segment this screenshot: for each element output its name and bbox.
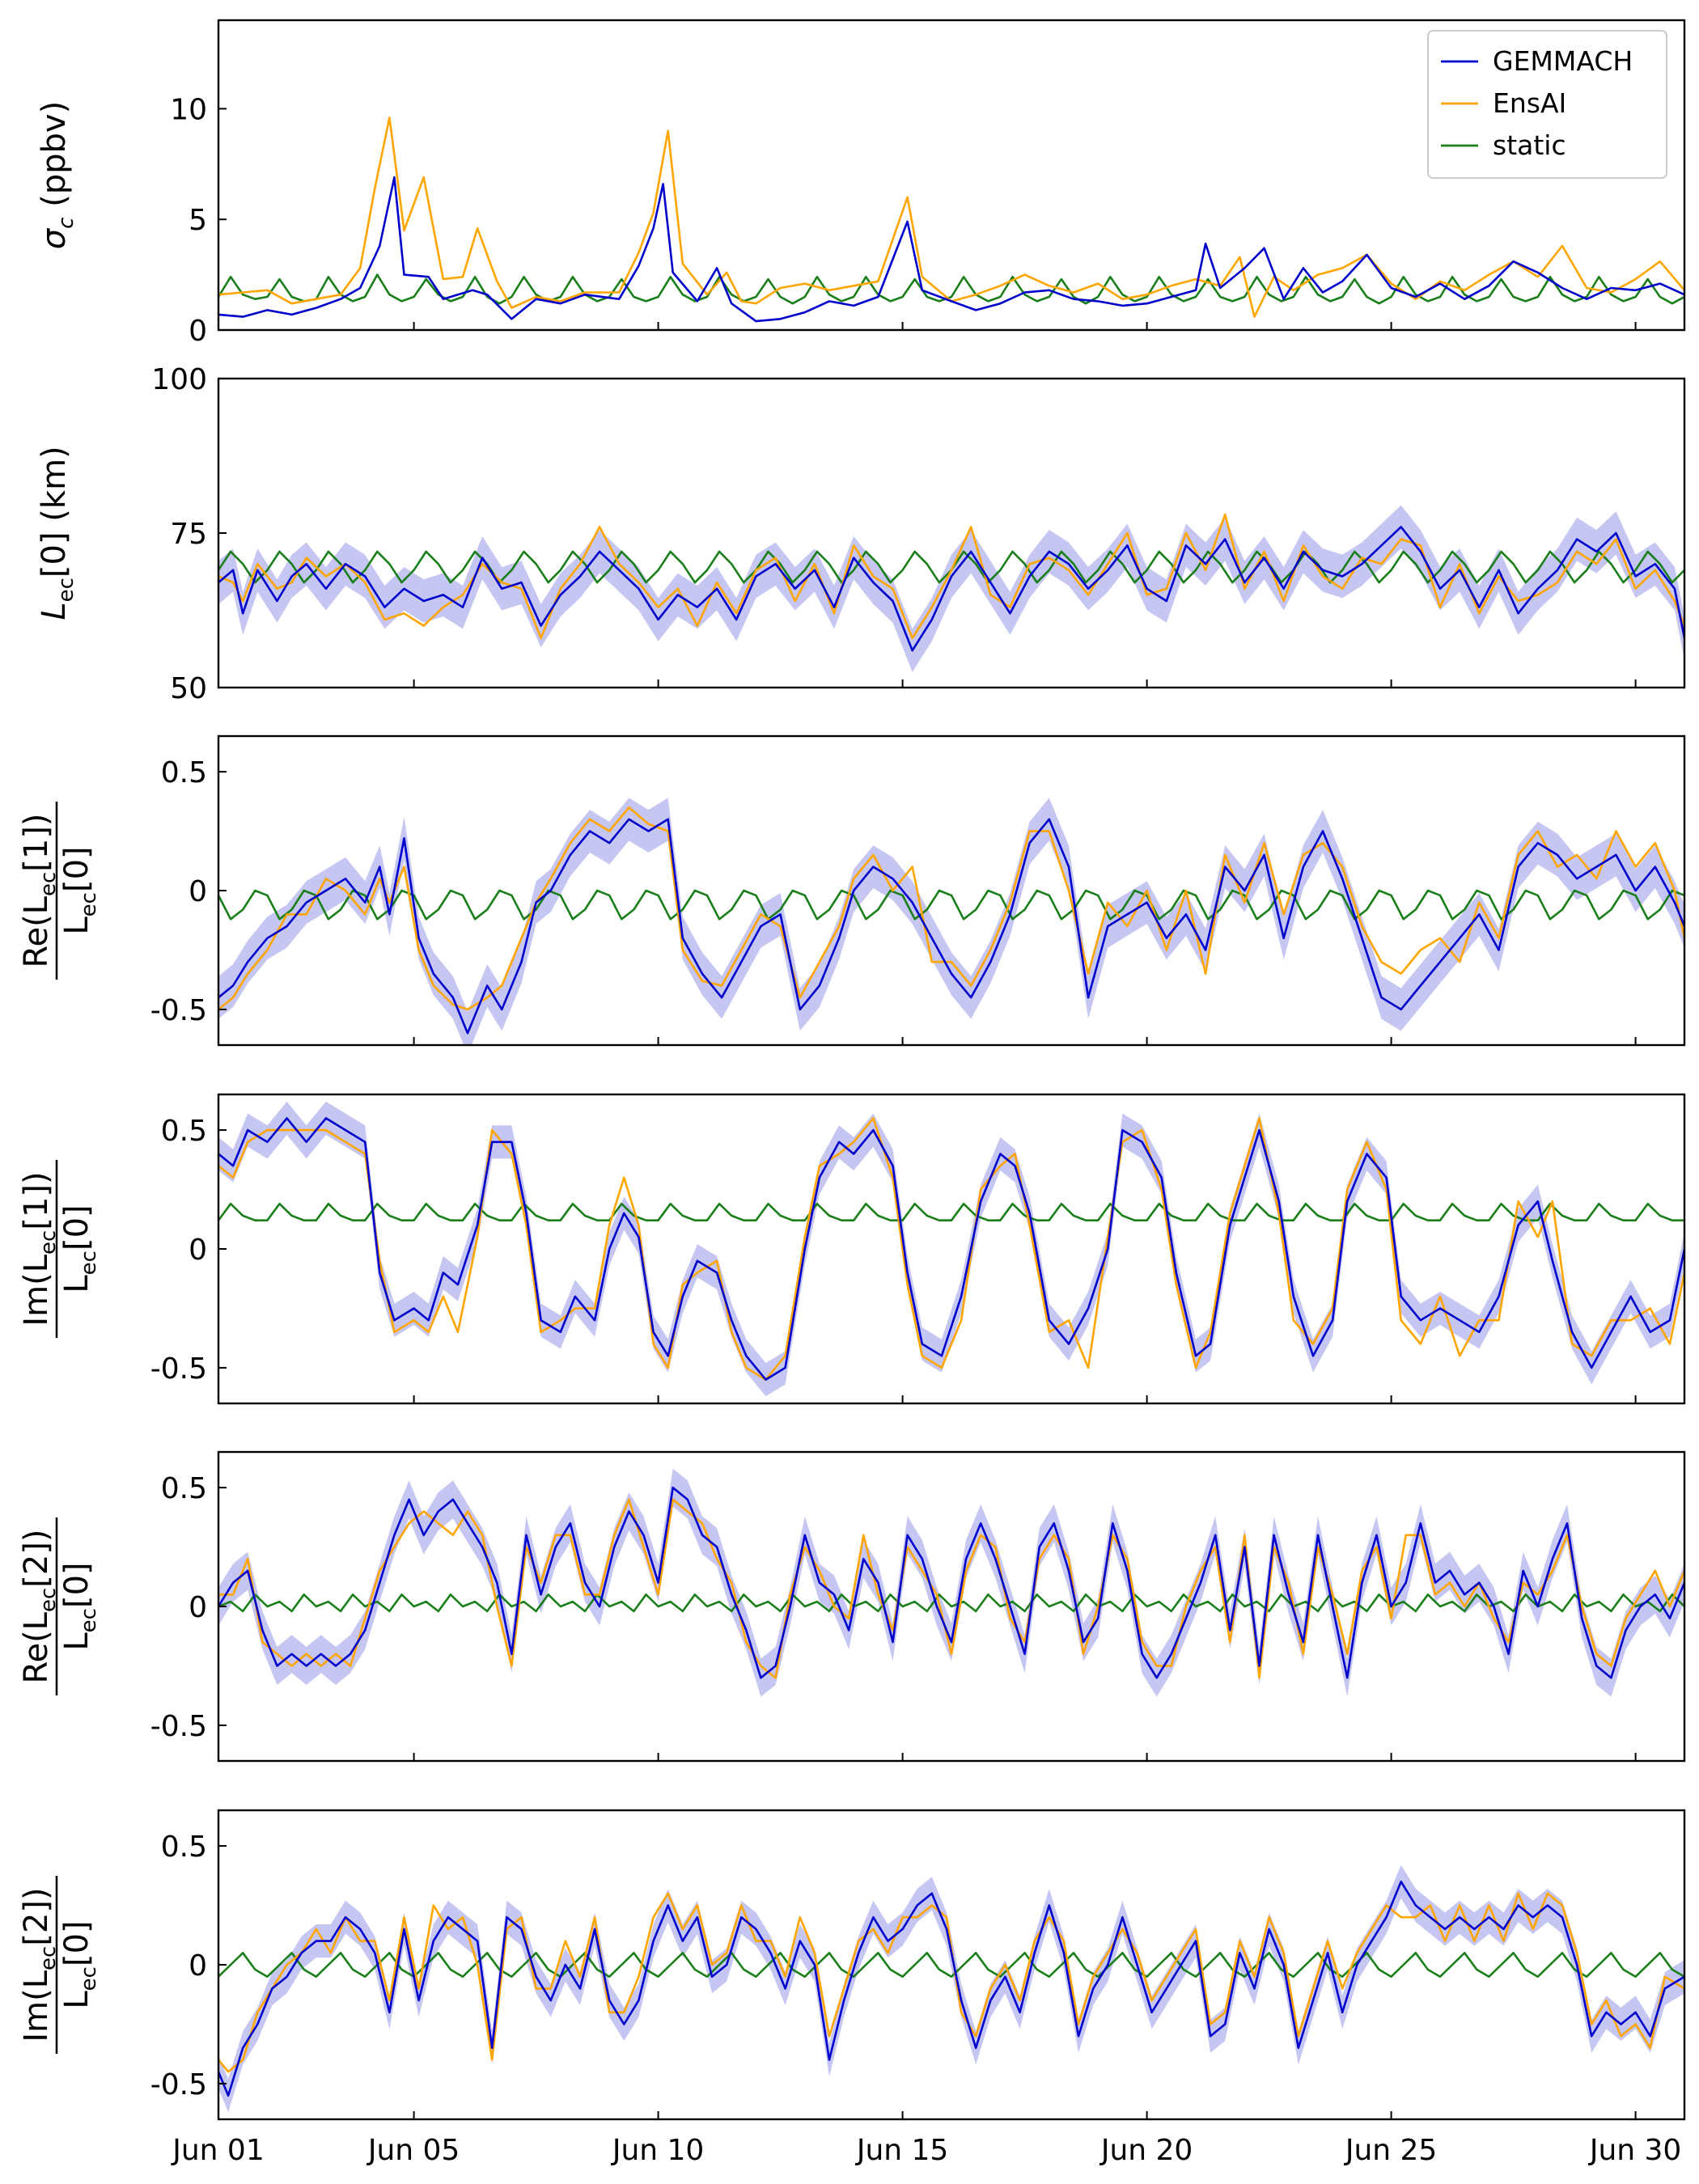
y-axis-label: Im(Lec[2])Lec[0] bbox=[18, 1876, 101, 2054]
series-line-static bbox=[218, 889, 1684, 921]
gemmach-spread-band bbox=[218, 1864, 1684, 2113]
axes-frame bbox=[217, 1093, 1686, 1405]
svg-text:Lec[0]: Lec[0] bbox=[58, 1562, 101, 1650]
y-tick-label: 100 bbox=[151, 363, 207, 396]
series-line-static bbox=[218, 1952, 1684, 1978]
y-tick-label: 0.5 bbox=[161, 1115, 207, 1148]
y-tick-label: -0.5 bbox=[150, 1710, 207, 1743]
svg-text:Im(Lec[1]): Im(Lec[1]) bbox=[18, 1171, 61, 1326]
panel-re2: -0.5 0 0.5 Re(Lec[2])Lec[0] bbox=[18, 1450, 1686, 1763]
y-axis-label: Im(Lec[1])Lec[0] bbox=[18, 1160, 101, 1338]
y-axis-label: σc (ppbv) bbox=[36, 101, 78, 249]
y-tick-label: 10 bbox=[170, 93, 207, 126]
legend-label-static: static bbox=[1493, 129, 1566, 161]
legend-label-gemmach: GEMMACH bbox=[1493, 45, 1633, 77]
y-axis-label: Re(Lec[1])Lec[0] bbox=[18, 802, 101, 980]
plot-area-sigma bbox=[218, 116, 1684, 323]
series-line-ensai bbox=[218, 806, 1684, 1011]
series-line-ensai bbox=[218, 1117, 1684, 1381]
x-tick-label: Jun 15 bbox=[855, 2134, 949, 2167]
svg-text:Im(Lec[2]): Im(Lec[2]) bbox=[18, 1887, 61, 2042]
svg-text:Lec[0]: Lec[0] bbox=[58, 1920, 101, 2008]
plot-area-im2 bbox=[218, 1864, 1684, 2113]
y-tick-label: 50 bbox=[170, 672, 207, 705]
y-tick-label: 0.5 bbox=[161, 1831, 207, 1864]
x-tick-label: Jun 20 bbox=[1099, 2134, 1193, 2167]
y-tick-label: 5 bbox=[189, 204, 207, 237]
y-tick-label: -0.5 bbox=[150, 1352, 207, 1386]
axes-frame bbox=[217, 19, 1686, 332]
plot-area-lec0 bbox=[218, 505, 1684, 672]
series-line-static bbox=[218, 273, 1684, 305]
series-line-gemmach bbox=[218, 176, 1684, 323]
plot-area-im1 bbox=[218, 1101, 1684, 1397]
series-line-static bbox=[218, 1202, 1684, 1221]
x-tick-label: Jun 30 bbox=[1588, 2134, 1682, 2167]
x-tick-label: Jun 25 bbox=[1344, 2134, 1438, 2167]
svg-text:Re(Lec[1]): Re(Lec[1]) bbox=[18, 813, 61, 967]
series-line-gemmach bbox=[218, 1117, 1684, 1381]
series-line-ensai bbox=[218, 513, 1684, 640]
legend-label-ensai: EnsAI bbox=[1493, 87, 1566, 119]
y-axis-label: Lec[0] (km) bbox=[36, 446, 78, 620]
x-tick-label: Jun 10 bbox=[611, 2134, 705, 2167]
panel-im2: -0.5 0 0.5 Jun 01 Jun 05 Jun 10 Jun 15 Jun 20 Ju… bbox=[18, 1809, 1686, 2167]
y-tick-label: -0.5 bbox=[150, 2068, 207, 2101]
gemmach-spread-band bbox=[218, 798, 1684, 1045]
panel-im1: -0.5 0 0.5 Im(Lec[1])Lec[0] bbox=[18, 1093, 1686, 1405]
series-line-gemmach bbox=[218, 526, 1684, 652]
gemmach-spread-band bbox=[218, 505, 1684, 672]
y-axis-label: Re(Lec[2])Lec[0] bbox=[18, 1517, 101, 1695]
series-line-ensai bbox=[218, 1892, 1684, 2073]
x-tick-label: Jun 05 bbox=[366, 2134, 460, 2167]
series-line-gemmach bbox=[218, 1880, 1684, 2097]
y-tick-label: 0 bbox=[189, 1949, 207, 1983]
svg-text:Lec[0]: Lec[0] bbox=[58, 846, 101, 934]
legend: GEMMACH EnsAI static bbox=[1427, 30, 1667, 179]
panel-sigma: 0 5 10 σc (ppbv) GEMMACH EnsAI static bbox=[36, 19, 1686, 348]
series-line-static bbox=[218, 1594, 1684, 1613]
y-tick-label: 0 bbox=[189, 1234, 207, 1267]
y-tick-label: 0 bbox=[189, 875, 207, 908]
plot-area-re1 bbox=[218, 798, 1684, 1045]
series-line-gemmach bbox=[218, 1486, 1684, 1679]
y-tick-label: 0 bbox=[189, 315, 207, 348]
axes-frame bbox=[217, 377, 1686, 689]
y-tick-label: 0.5 bbox=[161, 756, 207, 789]
y-tick-label: -0.5 bbox=[150, 994, 207, 1027]
svg-text:Re(Lec[2]): Re(Lec[2]) bbox=[18, 1529, 61, 1683]
y-tick-label: 75 bbox=[170, 518, 207, 551]
plot-area-re2 bbox=[218, 1468, 1684, 1697]
y-tick-label: 0.5 bbox=[161, 1472, 207, 1505]
gemmach-spread-band bbox=[218, 1101, 1684, 1397]
x-tick-label: Jun 01 bbox=[171, 2134, 265, 2167]
gemmach-spread-band bbox=[218, 1468, 1684, 1697]
series-line-ensai bbox=[218, 116, 1684, 318]
svg-text:Lec[0]: Lec[0] bbox=[58, 1204, 101, 1293]
y-tick-label: 0 bbox=[189, 1591, 207, 1624]
panel-re1: -0.5 0 0.5 Re(Lec[1])Lec[0] bbox=[18, 734, 1686, 1047]
series-line-gemmach bbox=[218, 818, 1684, 1035]
panel-lec0: 50 75 100 Lec[0] (km) bbox=[36, 363, 1686, 705]
series-line-ensai bbox=[218, 1498, 1684, 1679]
